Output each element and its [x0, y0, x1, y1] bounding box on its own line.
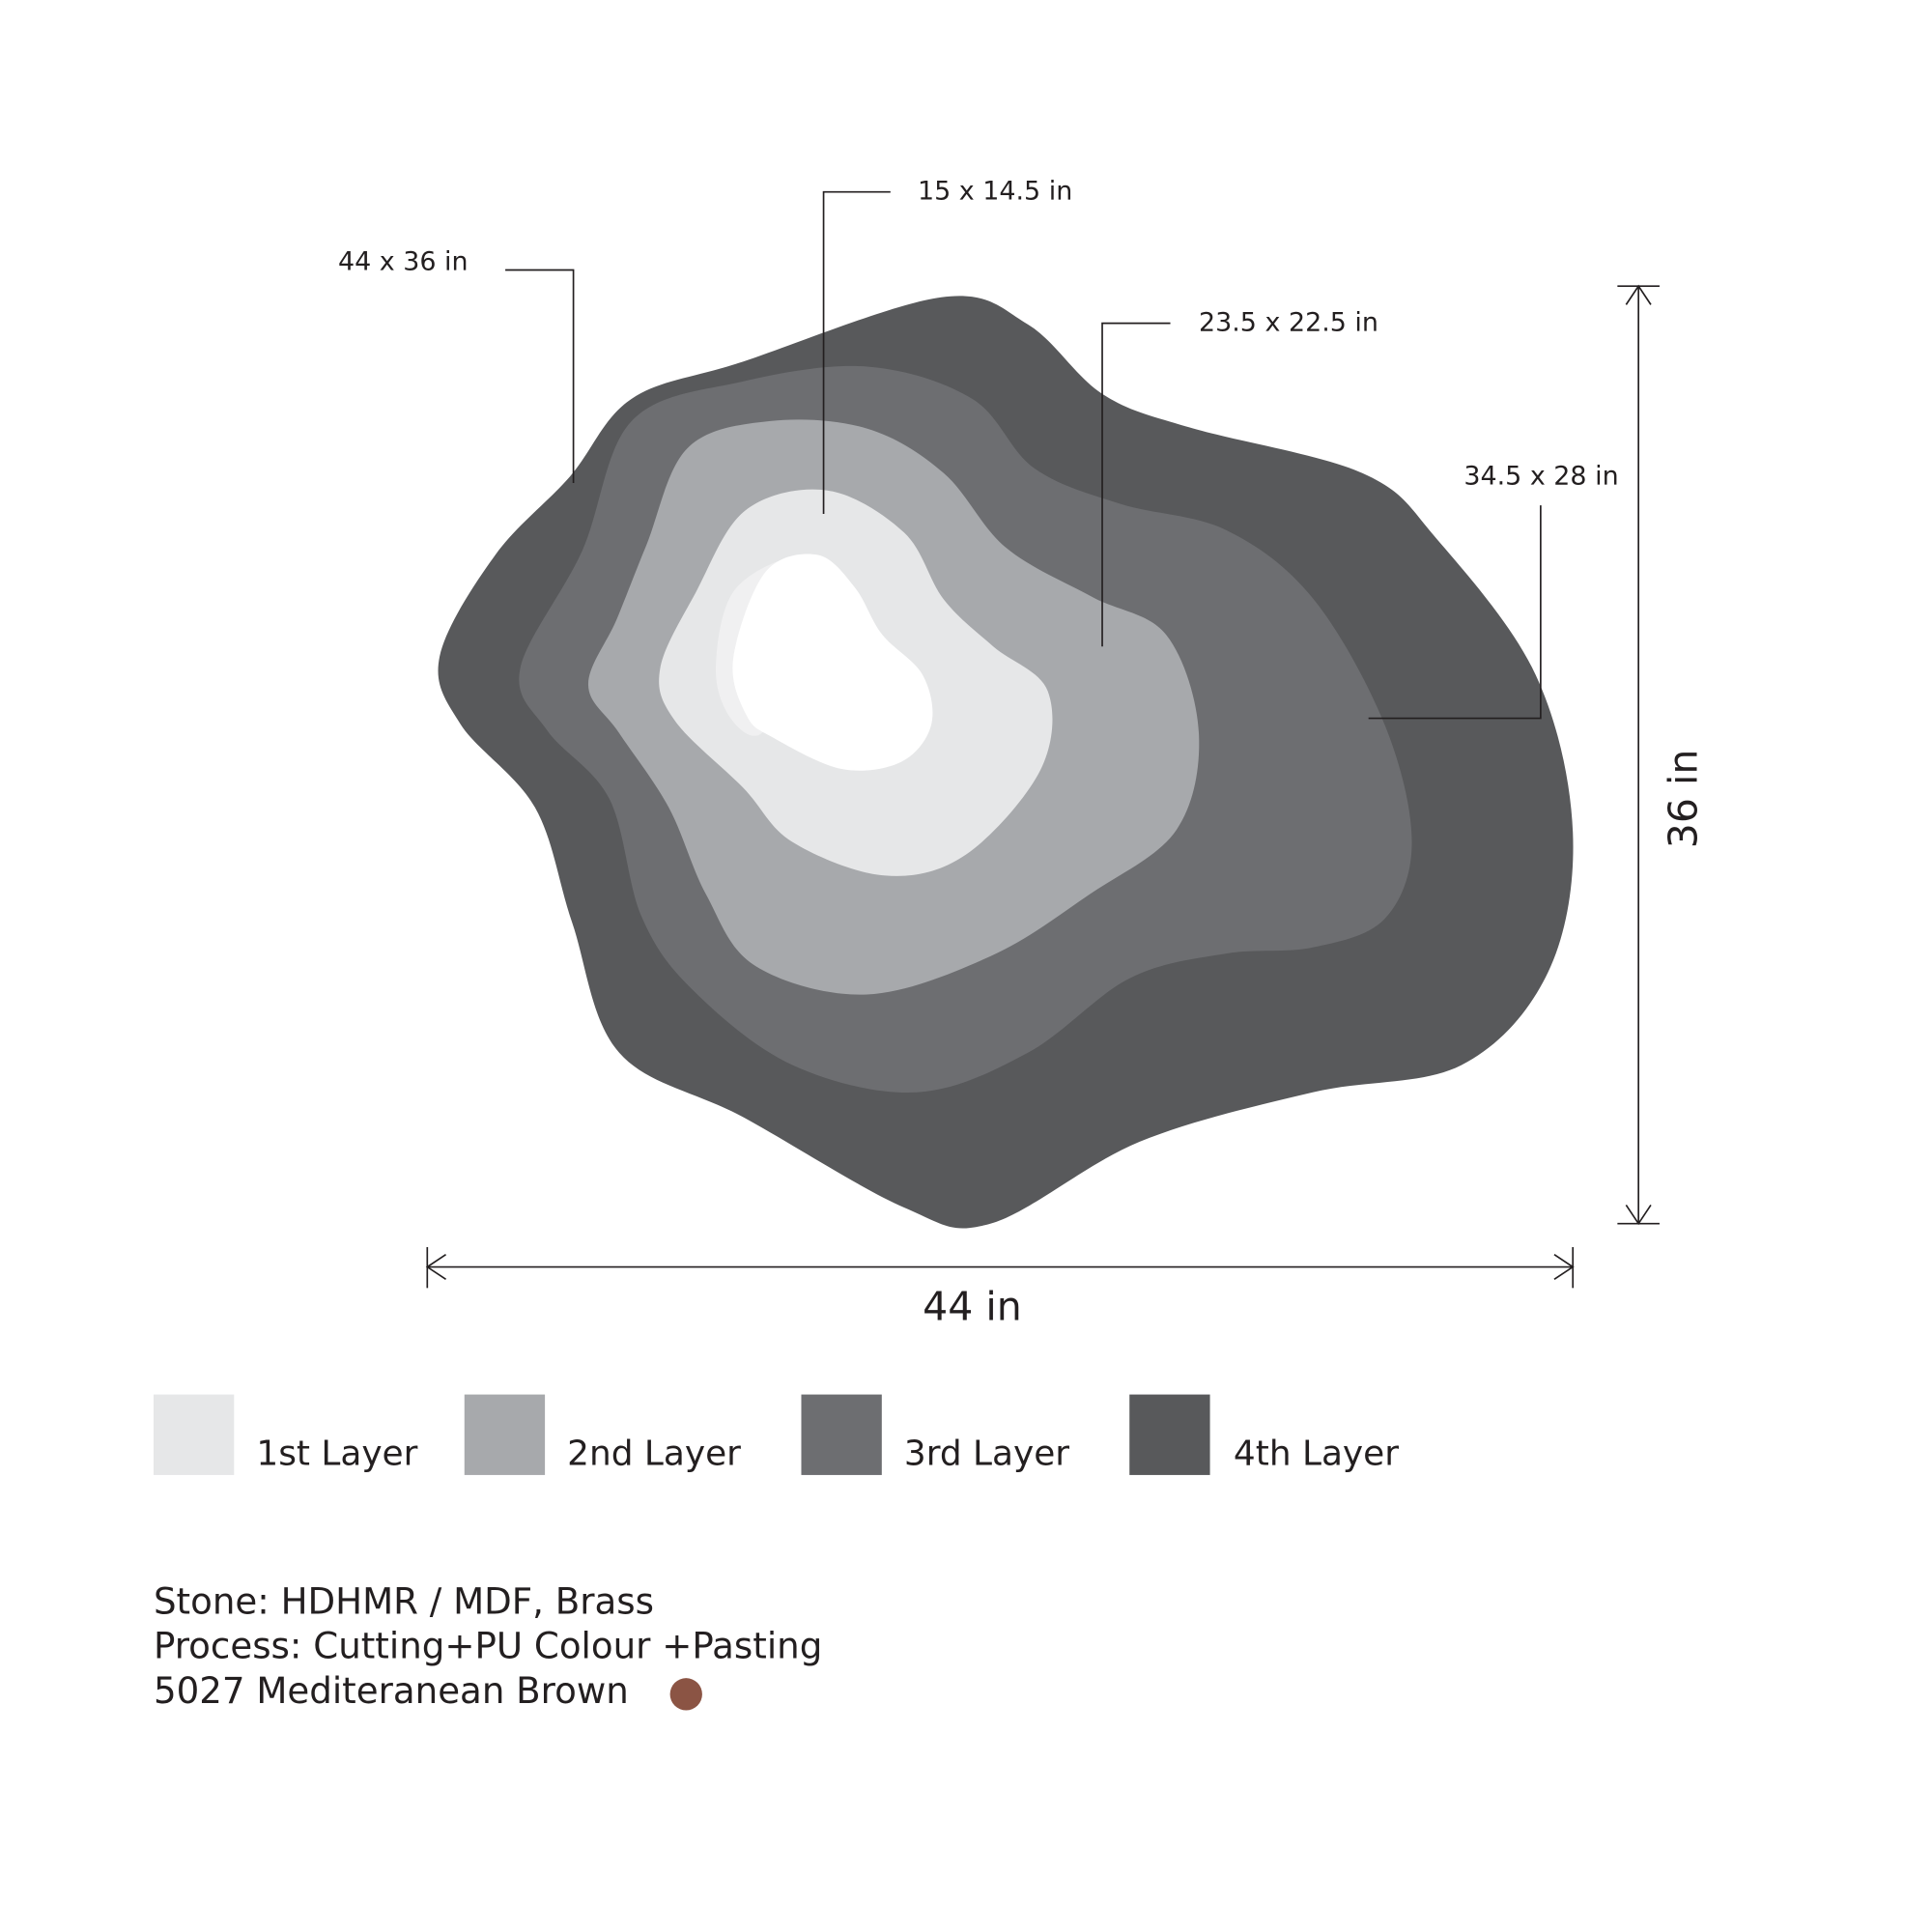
- width-dimension: [425, 1247, 1575, 1289]
- callout-label: 34.5 x 28 in: [1463, 461, 1618, 491]
- core-shape: [732, 554, 933, 771]
- width-label: 44 in: [923, 1284, 1022, 1330]
- leader-line: [505, 269, 575, 484]
- spec-line: Stone: HDHMR / MDF, Brass: [154, 1580, 654, 1623]
- legend-label: 2nd Layer: [567, 1435, 741, 1474]
- leader-line: [1368, 505, 1542, 720]
- legend-swatch: [1129, 1394, 1210, 1475]
- legend-swatch: [153, 1394, 235, 1475]
- legend-label: 3rd Layer: [904, 1435, 1069, 1474]
- colour-dot: [669, 1678, 702, 1711]
- legend-swatch: [464, 1394, 546, 1475]
- legend-swatch: [801, 1394, 882, 1475]
- leader-line: [822, 190, 891, 515]
- callout-label: 23.5 x 22.5 in: [1199, 307, 1378, 337]
- spec-line: Process: Cutting+PU Colour +Pasting: [154, 1625, 822, 1667]
- callout-label: 44 x 36 in: [338, 246, 469, 276]
- legend-label: 4th Layer: [1234, 1435, 1399, 1474]
- leader-line: [1101, 322, 1171, 647]
- spec-line: 5027 Mediteranean Brown: [154, 1669, 629, 1712]
- callout-label: 15 x 14.5 in: [918, 176, 1072, 206]
- height-label: 36 in: [1660, 750, 1706, 849]
- height-dimension: [1617, 284, 1660, 1226]
- legend-label: 1st Layer: [256, 1435, 417, 1474]
